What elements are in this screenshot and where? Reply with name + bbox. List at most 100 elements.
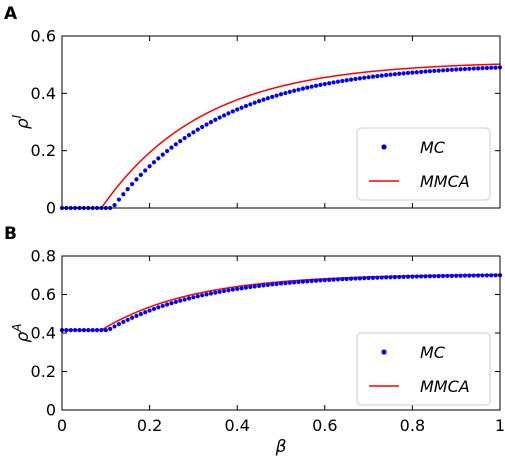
y-tick-label: 0.6 bbox=[31, 285, 56, 304]
data-point-mc bbox=[129, 315, 135, 320]
legend-marker-mc bbox=[381, 144, 387, 150]
data-point-mc bbox=[432, 68, 437, 73]
data-point-mc bbox=[305, 279, 310, 284]
legend-box bbox=[356, 332, 491, 406]
data-point-mc bbox=[226, 111, 231, 116]
data-point-mc bbox=[99, 328, 104, 333]
data-point-mc bbox=[471, 66, 476, 71]
data-point-mc bbox=[480, 66, 485, 71]
x-axis-label: β bbox=[275, 437, 287, 457]
data-point-mc bbox=[484, 65, 489, 71]
data-point-mc bbox=[401, 71, 406, 76]
data-point-mc bbox=[467, 66, 472, 71]
data-point-mc bbox=[204, 292, 209, 297]
data-point-mc bbox=[392, 275, 397, 280]
data-point-mc bbox=[476, 273, 481, 278]
data-point-mc bbox=[292, 280, 297, 285]
data-point-mc bbox=[454, 67, 459, 72]
data-point-mc bbox=[265, 282, 270, 288]
data-point-mc bbox=[169, 145, 174, 150]
data-point-mc bbox=[489, 65, 494, 70]
data-point-mc bbox=[151, 306, 157, 312]
data-point-mc bbox=[357, 76, 362, 81]
data-point-mc bbox=[134, 177, 139, 182]
y-axis-label-symbol: ρ bbox=[13, 332, 33, 343]
legend: MC MMCA bbox=[356, 332, 491, 406]
data-point-mc bbox=[112, 324, 117, 329]
data-point-mc bbox=[68, 328, 73, 333]
data-point-mc bbox=[379, 275, 384, 280]
data-point-mc bbox=[397, 274, 402, 280]
data-point-mc bbox=[64, 328, 69, 333]
data-point-mc bbox=[414, 70, 419, 75]
data-point-mc bbox=[427, 274, 433, 279]
data-point-mc bbox=[143, 168, 148, 173]
x-tick-label: 1 bbox=[495, 416, 505, 435]
data-point-mc bbox=[480, 273, 485, 278]
data-point-mc bbox=[90, 328, 95, 333]
data-point-mc bbox=[375, 74, 380, 79]
data-point-mc bbox=[217, 115, 222, 120]
data-point-mc bbox=[423, 274, 428, 279]
data-point-mc bbox=[235, 107, 240, 112]
data-point-mc bbox=[86, 328, 91, 333]
data-point-mc bbox=[200, 293, 205, 298]
data-point-mc bbox=[147, 308, 152, 313]
data-point-mc bbox=[462, 66, 468, 72]
data-point-mc bbox=[134, 313, 139, 318]
data-point-mc bbox=[370, 275, 376, 280]
data-point-mc bbox=[436, 273, 441, 279]
y-tick-label: 0 bbox=[46, 199, 56, 218]
data-point-mc bbox=[318, 82, 323, 87]
data-point-mc bbox=[467, 273, 472, 278]
data-point-mc bbox=[274, 93, 279, 98]
data-point-mc bbox=[239, 105, 244, 110]
data-point-mc bbox=[401, 274, 406, 279]
data-point-mc bbox=[357, 276, 362, 281]
data-point-mc bbox=[309, 84, 314, 89]
data-point-mc bbox=[366, 75, 371, 80]
data-point-mc bbox=[248, 284, 253, 290]
data-point-mc bbox=[305, 85, 310, 90]
data-point-mc bbox=[331, 80, 336, 85]
data-point-mc bbox=[353, 276, 358, 281]
data-point-mc bbox=[335, 79, 341, 84]
data-point-mc bbox=[405, 70, 411, 76]
data-point-mc bbox=[261, 283, 266, 288]
data-point-mc bbox=[370, 74, 376, 79]
data-point-mc bbox=[77, 328, 82, 333]
y-tick-label: 0 bbox=[46, 401, 56, 420]
data-point-mc bbox=[405, 274, 411, 279]
data-point-mc bbox=[213, 117, 218, 122]
data-point-mc bbox=[331, 277, 336, 282]
data-point-mc bbox=[129, 182, 135, 187]
data-point-mc bbox=[335, 277, 341, 282]
data-point-mc bbox=[182, 297, 187, 302]
data-point-mc bbox=[283, 90, 288, 96]
legend-box bbox=[356, 127, 491, 201]
data-point-mc bbox=[449, 67, 454, 72]
y-tick-label: 0.2 bbox=[31, 362, 56, 381]
series-line-mmca bbox=[62, 63, 501, 209]
data-point-mc bbox=[379, 73, 384, 78]
data-point-mc bbox=[261, 97, 266, 102]
data-point-mc bbox=[292, 88, 297, 93]
data-point-mc bbox=[300, 86, 305, 91]
data-point-mc bbox=[300, 279, 305, 284]
data-point-mc bbox=[440, 68, 446, 73]
data-point-mc bbox=[414, 274, 419, 279]
data-point-mc bbox=[116, 197, 122, 202]
data-point-mc bbox=[449, 273, 454, 278]
data-point-mc bbox=[445, 273, 450, 279]
data-point-mc bbox=[362, 75, 367, 80]
data-point-mc bbox=[296, 87, 301, 92]
data-point-mc bbox=[252, 284, 257, 289]
data-point-mc bbox=[195, 127, 200, 132]
data-point-mc bbox=[397, 71, 402, 76]
x-tick-label: 0.2 bbox=[137, 416, 162, 435]
data-point-mc bbox=[160, 152, 165, 157]
data-point-mc bbox=[143, 310, 148, 315]
data-point-mc bbox=[471, 273, 476, 278]
data-point-mc bbox=[476, 66, 481, 71]
